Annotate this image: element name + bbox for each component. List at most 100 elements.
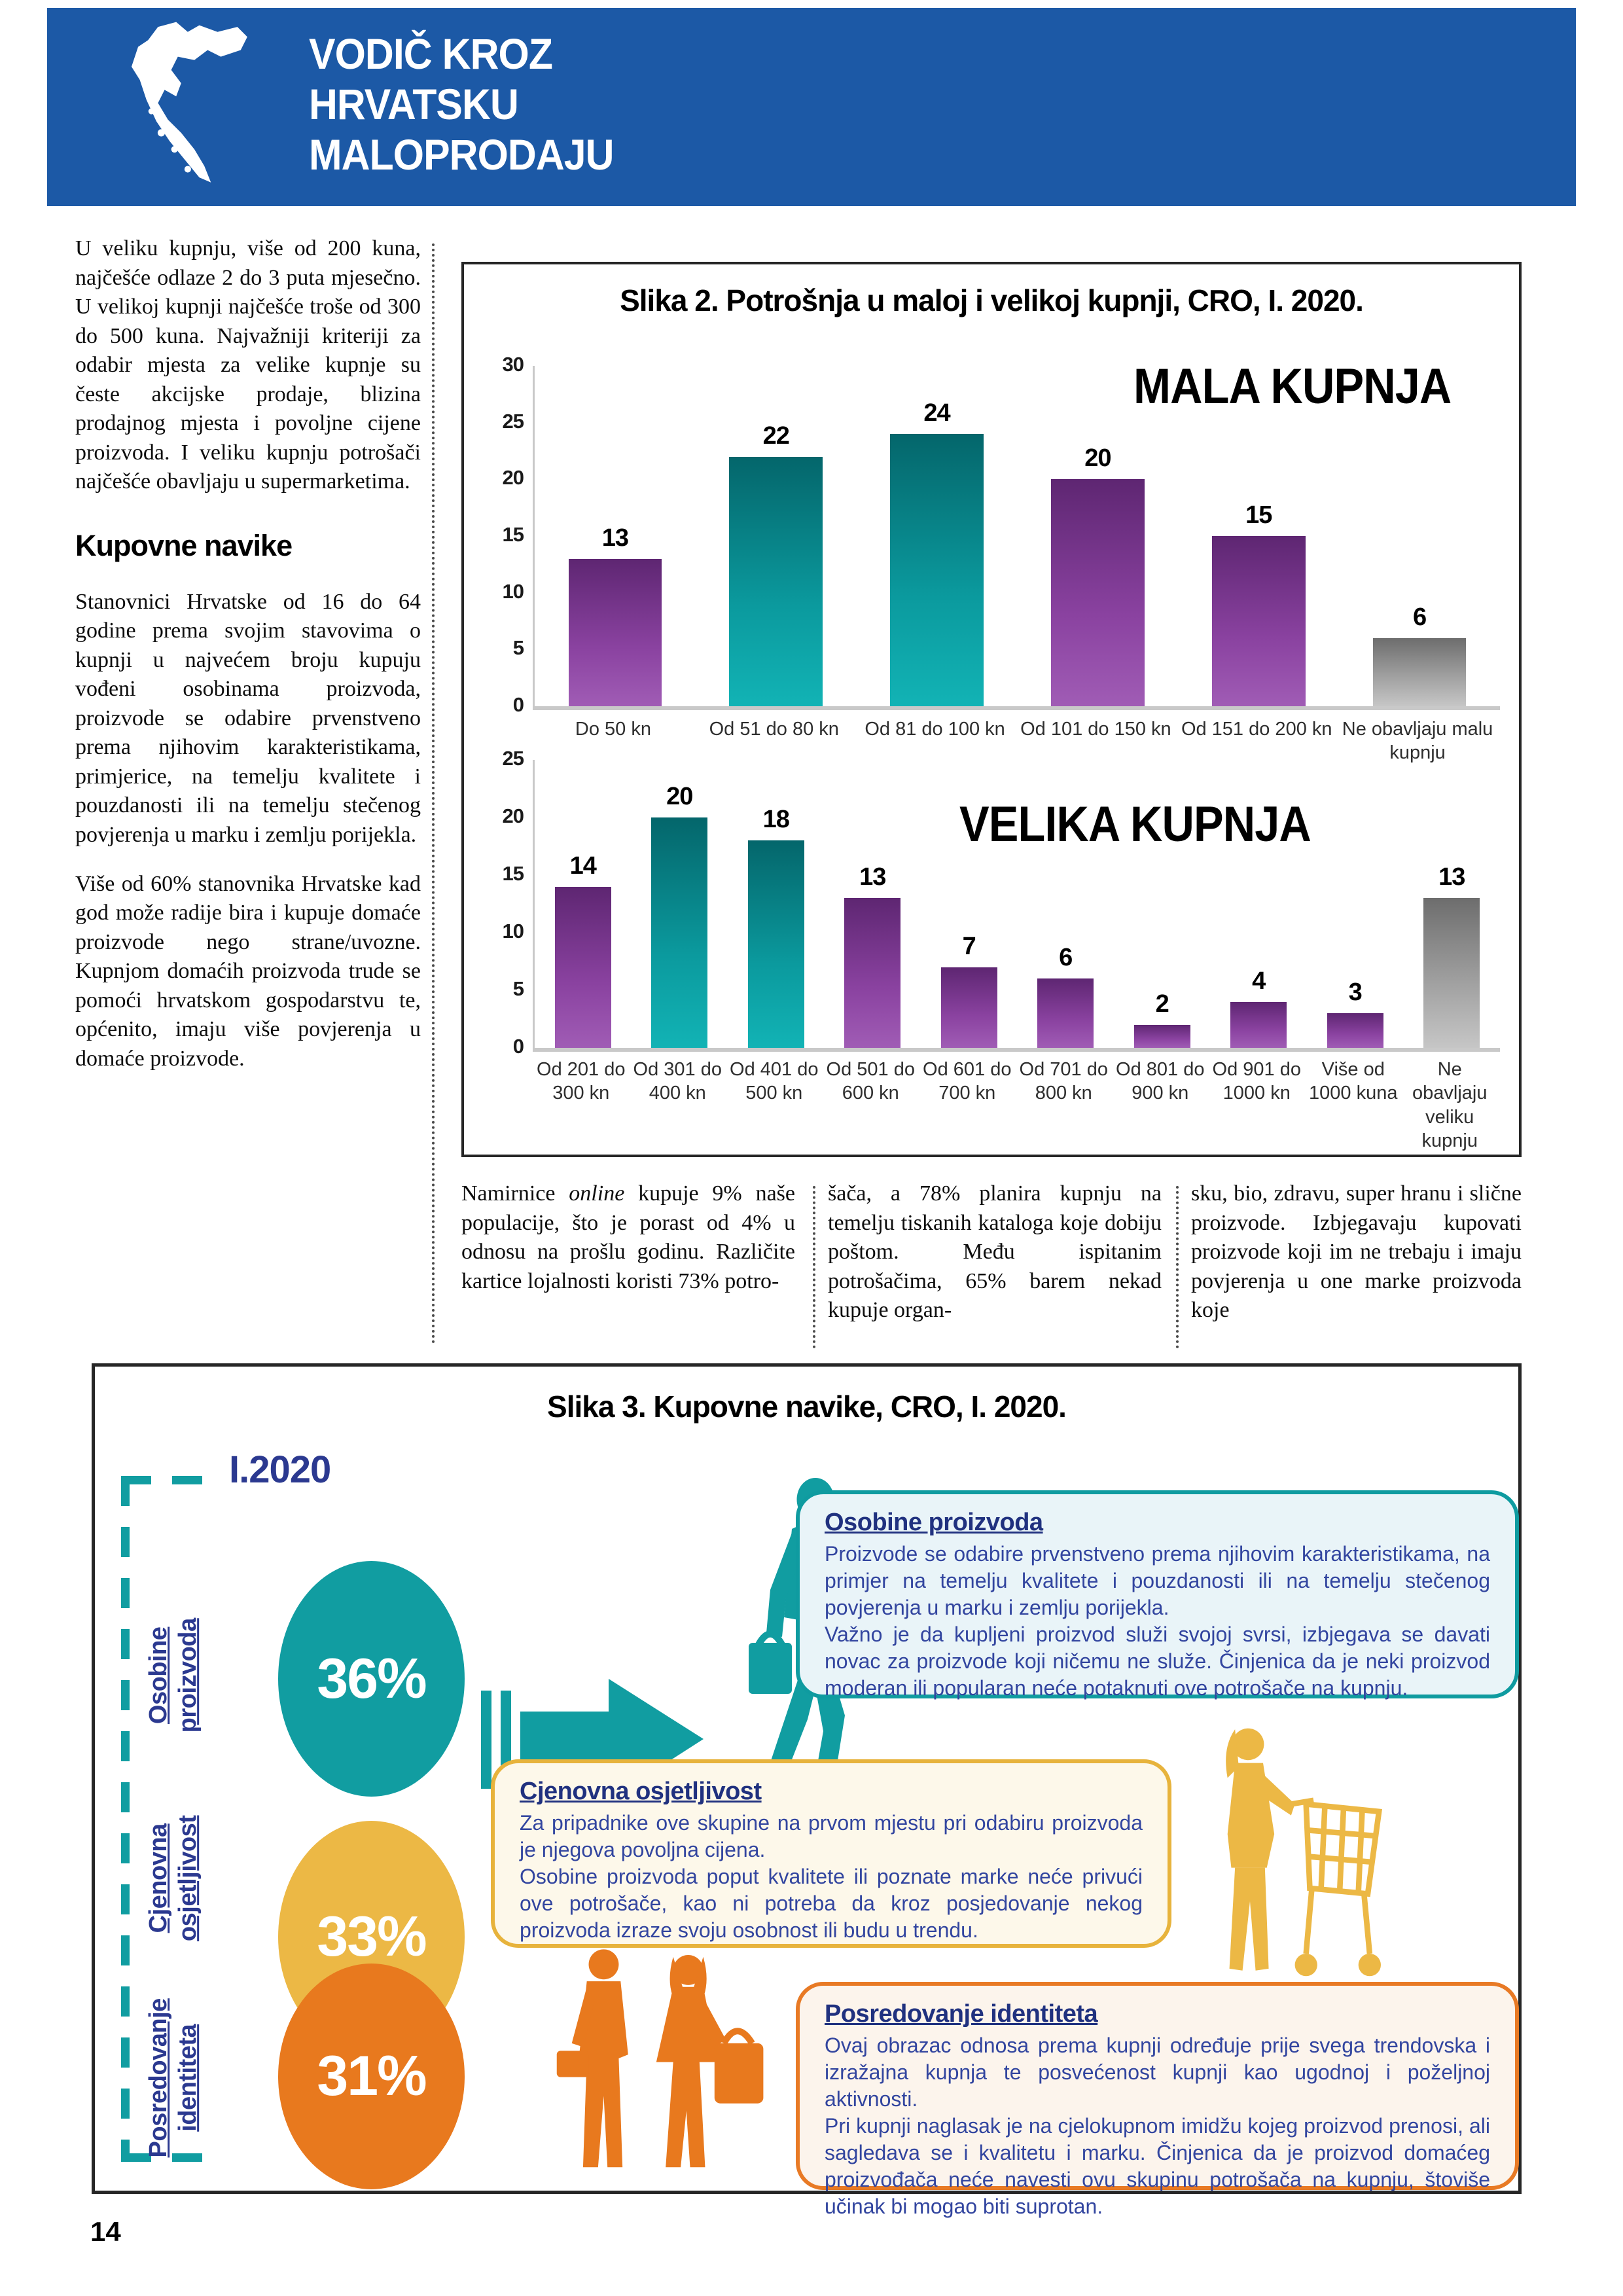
y-tick-label: 25 [502,409,524,433]
bar [729,456,823,706]
x-axis-label: Ne obavljaju veliku kupnju [1412,1059,1488,1151]
bar-value-label: 18 [762,806,790,834]
x-axis-label: Od 901 do 1000 kn [1212,1059,1301,1104]
info-box-cjenovna: Cjenovna osjetljivost Za pripadnike ove … [491,1759,1171,1948]
dashed-bracket-top [121,1476,206,1484]
figure2-panel: Slika 2. Potrošnja u maloj i velikoj kup… [461,262,1522,1157]
x-axis-label: Od 301 do 400 kn [633,1059,722,1104]
dashed-bracket-vertical [121,1476,130,2162]
column-separator-1 [813,1186,815,1348]
y-tick-label: 20 [502,804,524,827]
bar-value-label: 2 [1155,990,1169,1018]
y-tick-label: 5 [512,636,524,660]
bar [651,817,708,1048]
bar-value-label: 7 [962,932,976,960]
y-tick-label: 15 [502,862,524,885]
bar-value-label: 6 [1059,944,1073,972]
y-tick-label: 10 [502,579,524,603]
bar-value-label: 6 [1412,603,1427,631]
bar [940,967,997,1048]
x-axis-label: Do 50 kn [575,719,651,740]
bars-velika: 14 20 18 13 7 6 2 4 3 13 [535,760,1500,1048]
y-tick-label: 20 [502,466,524,490]
plot-velika: 14 20 18 13 7 6 2 4 3 13 VELIKA KUPNJA [533,760,1500,1052]
x-axis-label: Više od 1000 kuna [1309,1059,1398,1104]
bar-value-label: 14 [569,852,597,880]
y-tick-label: 30 [502,353,524,376]
paragraph-habits: Stanovnici Hrvatske od 16 do 64 godine p… [75,589,421,847]
figure3-title: Slika 3. Kupovne navike, CRO, I. 2020. [547,1390,1067,1424]
y-axis-velika: 0 5 10 15 20 25 [487,747,533,1058]
bar-value-label: 24 [923,399,950,427]
col1-text: Namirnice [461,1181,569,1206]
publication-title: VODIČ KROZ HRVATSKU MALOPRODAJU [309,29,614,179]
bar [1133,1024,1190,1048]
col1-italic-online: online [569,1181,625,1206]
bar [890,434,984,706]
bar-value-label: 3 [1348,978,1363,1007]
cart-woman-icon [1226,1728,1382,1977]
info-box-osobine-title: Osobine proizvoda [825,1509,1043,1536]
y-tick-label: 5 [512,977,524,1000]
bar-value-label: 22 [762,422,790,450]
figure2-title: Slika 2. Potrošnja u maloj i velikoj kup… [620,283,1364,317]
info-box-cjenovna-title: Cjenovna osjetljivost [520,1778,762,1805]
bar [1372,638,1467,706]
bar-value-label: 13 [601,524,629,552]
info-box-posredovanje: Posredovanje identiteta Ovaj obrazac odn… [796,1982,1519,2218]
series-title-velika: VELIKA KUPNJA [959,797,1311,852]
bar-value-label: 15 [1245,501,1272,529]
percent-circle-31: 31% [278,1964,465,2189]
chart-mala-kupnja: 0 5 10 15 20 25 30 13 22 24 20 15 6 MALA KUPNJA Do … [464,264,1519,1155]
bar [747,840,804,1048]
x-axis-mala: Do 50 kn Od 51 do 80 kn Od 81 do 100 kn Od … [533,717,1498,765]
text-column-3: sku, bio, zdravu, super hranu i slične p… [1191,1181,1522,1323]
bar [1211,536,1306,706]
dashed-bracket-bottom [121,2153,206,2162]
bar [1051,479,1145,706]
y-tick-label: 0 [512,1035,524,1058]
x-axis-label: Od 501 do 600 kn [826,1059,915,1104]
croatia-map-icon [131,22,247,183]
side-label-posredovanje: Posredovanje identiteta [145,1998,202,2158]
y-tick-label: 25 [502,747,524,770]
x-axis-velika: Od 201 do 300 kn Od 301 do 400 kn Od 401 d… [533,1058,1498,1153]
x-axis-label: Od 151 do 200 kn [1181,719,1332,740]
section-heading-kupovne-navike: Kupovne navike [75,528,293,562]
header-banner: VODIČ KROZ HRVATSKU MALOPRODAJU [47,8,1576,206]
bar-value-label: 20 [666,783,693,810]
column-divider [432,243,435,1344]
page-number: 14 [90,2216,121,2247]
y-tick-label: 15 [502,523,524,546]
column-separator-2 [1176,1186,1179,1348]
y-axis-mala: 0 5 10 15 20 25 30 [487,353,533,716]
paragraph-intro: U veliku kupnju, više od 200 kuna, najče… [75,236,421,494]
text-column-1: Namirnice online kupuje 9% naše populaci… [461,1179,795,1296]
series-title-mala: MALA KUPNJA [1133,359,1452,414]
plot-mala: 13 22 24 20 15 6 MALA KUPNJA [533,359,1500,710]
y-tick-label: 0 [512,693,524,716]
paragraph-domestic: Više od 60% stanovnika Hrvatske kad god … [75,871,421,1071]
bar-value-label: 4 [1252,967,1266,995]
x-axis-label: Od 601 do 700 kn [923,1059,1012,1104]
x-axis-label: Od 81 do 100 kn [865,719,1005,740]
y-tick-label: 10 [502,920,524,942]
info-box-posredovanje-title: Posredovanje identiteta [825,2000,1098,2028]
shopping-couple-icon [556,1949,764,2168]
x-axis-label: Od 101 do 150 kn [1020,719,1171,740]
left-text-column: U veliku kupnju, više od 200 kuna, najče… [75,234,421,1093]
info-box-osobine: Osobine proizvoda Proizvode se odabire p… [796,1490,1519,1700]
bar [1037,978,1094,1048]
x-axis-label: Od 401 do 500 kn [730,1059,819,1104]
col1-text-rest: kupuje 9% naše populacije, što je porast… [461,1181,795,1293]
percent-circle-36: 36% [278,1561,465,1797]
bar [568,558,662,706]
x-axis-label: Od 801 do 900 kn [1116,1059,1205,1104]
text-column-2: šača, a 78% planira kupnju na temelju ti… [828,1181,1162,1323]
side-label-osobine: Osobine proizvoda [145,1618,202,1733]
bar-value-label: 20 [1084,444,1111,473]
bar-value-label: 13 [859,863,886,891]
bar [554,886,611,1048]
x-axis-label: Ne obavljaju malu kupnju [1342,719,1493,764]
